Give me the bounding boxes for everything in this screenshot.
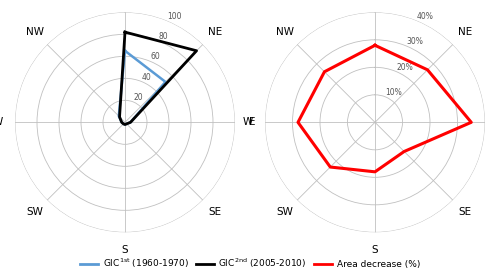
Legend: GIC$^{\mathregular{1st}}$ (1960-1970), GIC$^{\mathregular{2nd}}$ (2005-2010), Ar: GIC$^{\mathregular{1st}}$ (1960-1970), G… xyxy=(76,253,424,274)
